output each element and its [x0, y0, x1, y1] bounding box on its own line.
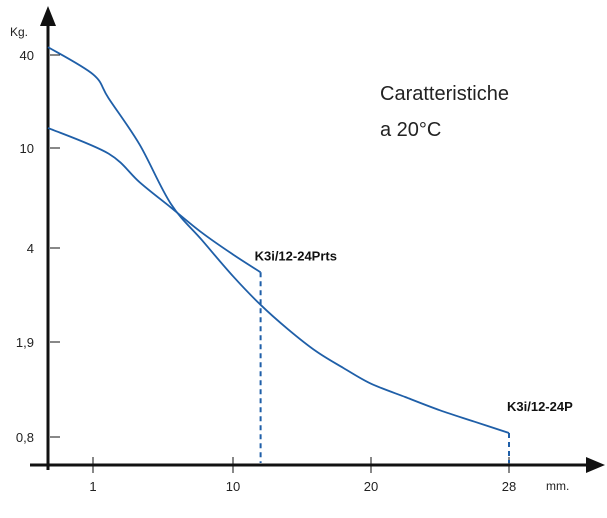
x-axis-arrow [586, 457, 605, 473]
series-line [47, 46, 510, 434]
series-line [47, 127, 262, 274]
y-ticks: 40 10 4 1,9 0,8 [16, 48, 60, 445]
x-tick-label: 10 [226, 479, 240, 494]
y-tick-label: 40 [20, 48, 34, 63]
x-ticks: 1 10 20 28 [89, 457, 516, 494]
y-tick-label: 0,8 [16, 430, 34, 445]
y-tick-label: 10 [20, 141, 34, 156]
y-tick-label: 1,9 [16, 335, 34, 350]
x-tick-label: 20 [364, 479, 378, 494]
series-layer: K3i/12-24Prts K3i/12-24P [47, 46, 573, 463]
chart-annotation-line-2: a 20°C [380, 119, 441, 141]
chart-annotation-line-1: Caratteristiche [380, 83, 509, 105]
series-label: K3i/12-24P [507, 399, 573, 414]
x-axis-unit-label: mm. [546, 479, 569, 493]
y-axis-unit-label: Kg. [10, 25, 28, 39]
y-axis-arrow [40, 6, 56, 26]
x-tick-label: 1 [89, 479, 96, 494]
series-label: K3i/12-24Prts [255, 248, 337, 263]
x-tick-label: 28 [502, 479, 516, 494]
y-tick-label: 4 [27, 241, 34, 256]
axes [30, 6, 605, 473]
